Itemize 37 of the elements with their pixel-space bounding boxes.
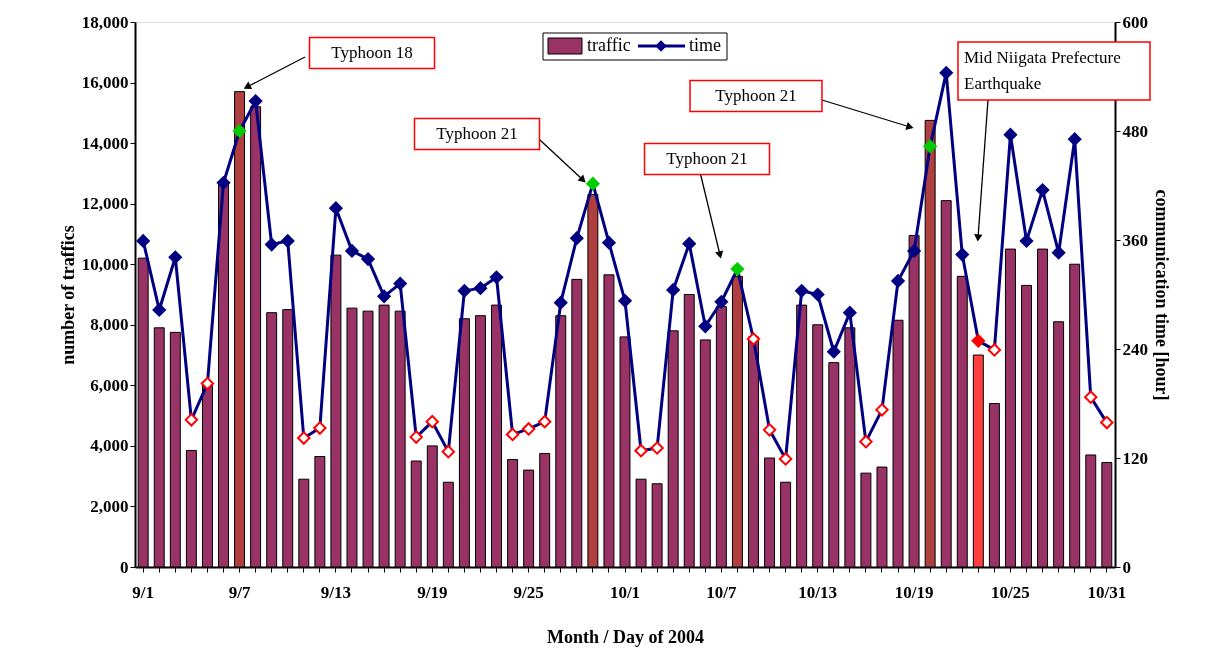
y-axis-title: number of traffics	[57, 225, 78, 365]
y-tick-label: 2,000	[90, 496, 129, 516]
x-tick-label: 9/19	[417, 582, 448, 602]
x-tick-label: 9/25	[513, 582, 544, 602]
annotation: Typhoon 21	[666, 149, 748, 168]
x-tick-label: 10/1	[609, 582, 641, 602]
legend-label: traffic	[587, 35, 631, 55]
x-axis-title: Month / Day of 2004	[547, 626, 704, 647]
y2-tick-label: 240	[1122, 339, 1148, 359]
y-tick-label: 8,000	[90, 315, 129, 335]
y2-tick-label: 0	[1122, 557, 1131, 577]
y2-tick-label: 360	[1122, 230, 1148, 250]
x-tick-label: 9/7	[228, 582, 251, 602]
y-tick-label: 10,000	[81, 254, 129, 274]
legend-label: time	[689, 35, 721, 55]
y-tick-label: 16,000	[81, 73, 129, 93]
y-tick-label: 12,000	[81, 194, 129, 214]
y-tick-label: 14,000	[81, 133, 129, 153]
y2-tick-label: 120	[1122, 448, 1148, 468]
y2-axis-title: communication time [hour]	[1152, 189, 1172, 401]
x-tick-label: 10/19	[894, 582, 934, 602]
x-tick-label: 10/31	[1087, 582, 1127, 602]
y2-tick-label: 480	[1122, 121, 1148, 141]
y-tick-label: 6,000	[90, 375, 129, 395]
y-tick-label: 0	[120, 557, 129, 577]
annotation: Typhoon 18	[331, 43, 413, 62]
x-tick-label: 9/13	[320, 582, 352, 602]
annotation: Typhoon 21	[436, 124, 518, 143]
x-tick-label: 10/25	[991, 582, 1030, 602]
y-tick-label: 18,000	[81, 12, 129, 32]
x-tick-label: 10/7	[706, 582, 737, 602]
annotation: Mid Niigata Prefecture Earthquake	[964, 48, 1121, 93]
y-tick-label: 4,000	[90, 436, 129, 456]
x-tick-label: 10/13	[798, 582, 838, 602]
x-tick-label: 9/1	[132, 582, 155, 602]
y2-tick-label: 600	[1122, 12, 1148, 32]
annotation: Typhoon 21	[715, 86, 797, 105]
